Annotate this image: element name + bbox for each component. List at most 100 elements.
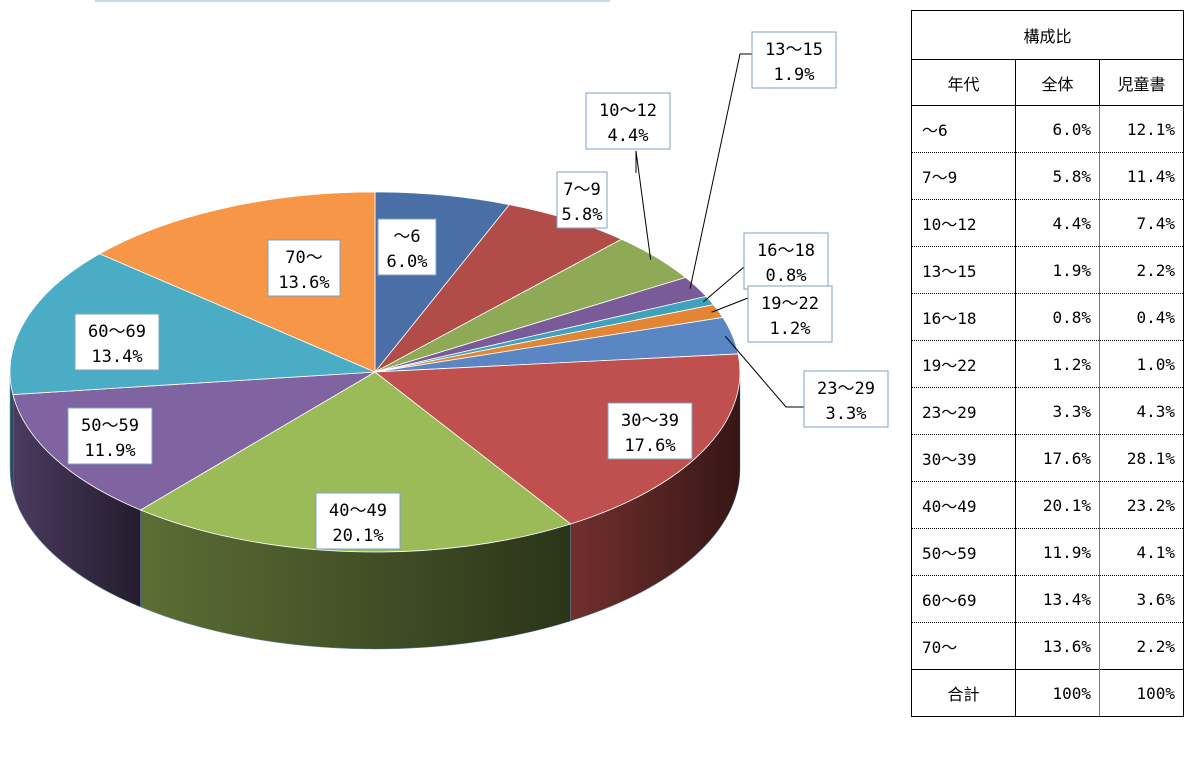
table-row: 19～22 1.2% 1.0% [911, 340, 1184, 388]
table-row: 16～18 0.8% 0.4% [911, 293, 1184, 341]
data-label-6: 23～29 3.3% [803, 370, 889, 428]
pie-chart: ～6 6.0% 7～9 5.8% 10～12 4.4% 13～15 1.9% 16～18 0.8%… [9, 31, 889, 650]
row-kids: 1.0% [1099, 340, 1184, 388]
row-kids: 4.3% [1099, 387, 1184, 435]
table-total-row: 合計 100% 100% [911, 669, 1184, 717]
data-label-box-5 [747, 285, 833, 343]
header-kids: 児童書 [1099, 59, 1184, 106]
row-kids: 12.1% [1099, 105, 1184, 153]
data-label-3: 13～15 1.9% [751, 31, 837, 89]
row-age: 40～49 [911, 481, 1016, 529]
data-label-box-4 [743, 232, 829, 290]
data-label-value-11: 13.6% [278, 273, 329, 293]
data-label-box-10 [74, 313, 160, 371]
leader-line-5 [711, 297, 749, 313]
row-age: 19～22 [911, 340, 1016, 388]
table-row: 30～39 17.6% 28.1% [911, 434, 1184, 482]
row-all: 0.8% [1015, 293, 1100, 341]
data-label-value-5: 1.2% [770, 319, 811, 339]
leader-line-3 [689, 53, 752, 289]
total-label: 合計 [911, 669, 1016, 717]
row-kids: 11.4% [1099, 152, 1184, 200]
table-row: ～6 6.0% 12.1% [911, 105, 1184, 153]
data-labels: ～6 6.0% 7～9 5.8% 10～12 4.4% 13～15 1.9% 16～18 0.8%… [67, 31, 889, 550]
data-label-box-3 [751, 31, 837, 89]
row-all: 13.6% [1015, 622, 1100, 670]
row-age: ～6 [911, 105, 1016, 153]
data-label-10: 60～69 13.4% [74, 313, 160, 371]
data-label-category-7: 30～39 [621, 411, 679, 431]
data-label-category-5: 19～22 [761, 294, 819, 314]
row-kids: 4.1% [1099, 528, 1184, 576]
data-label-value-9: 11.9% [84, 441, 135, 461]
data-label-value-4: 0.8% [766, 266, 807, 286]
table-title: 構成比 [911, 10, 1184, 60]
data-label-category-10: 60～69 [88, 322, 146, 342]
table-row: 40～49 20.1% 23.2% [911, 481, 1184, 529]
data-label-box-2 [585, 92, 671, 150]
data-label-category-9: 50～59 [81, 416, 139, 436]
data-label-5: 19～22 1.2% [747, 285, 833, 343]
table-row: 7～9 5.8% 11.4% [911, 152, 1184, 200]
row-kids: 2.2% [1099, 622, 1184, 670]
data-label-4: 16～18 0.8% [743, 232, 829, 290]
row-age: 60～69 [911, 575, 1016, 623]
data-label-category-11: 70～ [285, 248, 322, 268]
row-all: 6.0% [1015, 105, 1100, 153]
data-label-category-1: 7～9 [563, 180, 600, 200]
data-label-2: 10～12 4.4% [585, 92, 671, 150]
data-label-value-3: 1.9% [774, 65, 815, 85]
data-label-value-0: 6.0% [387, 252, 428, 272]
data-label-value-6: 3.3% [826, 404, 867, 424]
header-age: 年代 [911, 59, 1016, 106]
row-kids: 23.2% [1099, 481, 1184, 529]
pie-slice-11 [98, 191, 376, 373]
row-all: 11.9% [1015, 528, 1100, 576]
data-label-box-8 [315, 492, 401, 550]
row-kids: 2.2% [1099, 246, 1184, 294]
data-label-0: ～6 6.0% [377, 218, 437, 276]
data-label-value-8: 20.1% [332, 526, 383, 546]
row-age: 30～39 [911, 434, 1016, 482]
data-label-7: 30～39 17.6% [607, 402, 693, 460]
leader-line-4 [702, 266, 745, 303]
row-kids: 7.4% [1099, 199, 1184, 247]
table-row: 23～29 3.3% 4.3% [911, 387, 1184, 435]
data-label-category-6: 23～29 [817, 379, 875, 399]
pie-side-shade-7 [570, 372, 740, 621]
row-age: 50～59 [911, 528, 1016, 576]
pie-side-shade-9 [12, 394, 141, 607]
table-row: 50～59 11.9% 4.1% [911, 528, 1184, 576]
row-all: 13.4% [1015, 575, 1100, 623]
data-label-1: 7～9 5.8% [556, 171, 608, 229]
pie-slice-8 [139, 371, 572, 553]
data-label-box-11 [267, 239, 341, 297]
data-label-box-7 [607, 402, 693, 460]
data-label-value-7: 17.6% [624, 436, 675, 456]
row-all: 20.1% [1015, 481, 1100, 529]
data-label-category-4: 16～18 [757, 241, 815, 261]
data-label-box-9 [67, 407, 153, 465]
row-all: 3.3% [1015, 387, 1100, 435]
data-label-box-6 [803, 370, 889, 428]
table-row: 13～15 1.9% 2.2% [911, 246, 1184, 294]
data-label-box-1 [556, 171, 608, 229]
composition-table: 構成比 年代 全体 児童書 ～6 6.0% 12.1% 7～9 5.8% 11.4% 10～… [911, 10, 1184, 717]
pie-slice-7 [373, 353, 741, 525]
row-age: 70～ [911, 622, 1016, 670]
pie-side-shade-8 [140, 509, 571, 649]
row-all: 1.9% [1015, 246, 1100, 294]
row-age: 7～9 [911, 152, 1016, 200]
row-all: 1.2% [1015, 340, 1100, 388]
row-age: 10～12 [911, 199, 1016, 247]
data-label-category-3: 13～15 [765, 40, 823, 60]
row-all: 17.6% [1015, 434, 1100, 482]
table-row: 10～12 4.4% 7.4% [911, 199, 1184, 247]
top-divider [95, 0, 610, 2]
data-label-value-10: 13.4% [91, 347, 142, 367]
pie-side-layer [9, 371, 741, 650]
row-age: 23～29 [911, 387, 1016, 435]
data-label-value-1: 5.8% [562, 205, 603, 225]
leader-line-6 [724, 335, 804, 408]
row-kids: 28.1% [1099, 434, 1184, 482]
